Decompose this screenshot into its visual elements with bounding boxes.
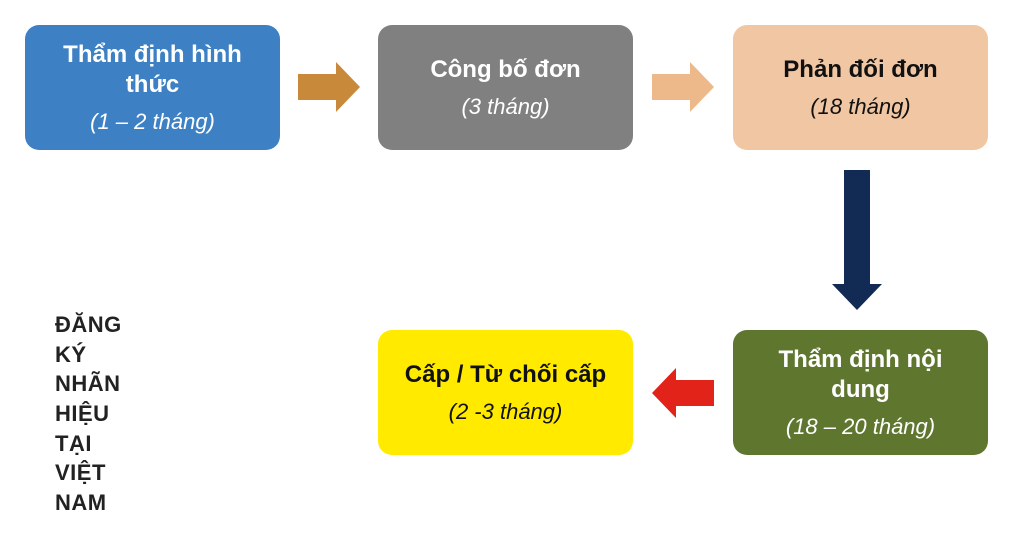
step-1-formal-examination: Thẩm định hình thức (1 – 2 tháng) xyxy=(25,25,280,150)
step-1-title: Thẩm định hình thức xyxy=(43,40,262,100)
step-1-duration: (1 – 2 tháng) xyxy=(90,108,215,136)
step-5-title: Cấp / Từ chối cấp xyxy=(405,360,606,390)
step-4-title: Thẩm định nội dung xyxy=(751,345,970,405)
arrow-step3-to-step4-icon xyxy=(832,170,882,310)
side-label-line: KÝ xyxy=(55,340,122,370)
step-2-duration: (3 tháng) xyxy=(461,93,549,121)
arrow-step1-to-step2-icon xyxy=(298,62,360,112)
arrow-step4-to-step5-icon xyxy=(652,368,714,418)
side-label-trademark-registration-vietnam: ĐĂNGKÝNHÃNHIỆUTẠIVIỆTNAM xyxy=(55,310,122,518)
side-label-line: HIỆU xyxy=(55,399,122,429)
step-4-duration: (18 – 20 tháng) xyxy=(786,413,935,441)
side-label-line: ĐĂNG xyxy=(55,310,122,340)
step-5-duration: (2 -3 tháng) xyxy=(449,398,563,426)
side-label-line: TẠI xyxy=(55,429,122,459)
side-label-line: NHÃN xyxy=(55,369,122,399)
side-label-line: NAM xyxy=(55,488,122,518)
step-2-title: Công bố đơn xyxy=(430,55,580,85)
step-5-grant-refuse: Cấp / Từ chối cấp (2 -3 tháng) xyxy=(378,330,633,455)
step-3-duration: (18 tháng) xyxy=(810,93,910,121)
side-label-line: VIỆT xyxy=(55,458,122,488)
step-3-opposition: Phản đối đơn (18 tháng) xyxy=(733,25,988,150)
step-4-substantive-examination: Thẩm định nội dung (18 – 20 tháng) xyxy=(733,330,988,455)
step-2-publication: Công bố đơn (3 tháng) xyxy=(378,25,633,150)
step-3-title: Phản đối đơn xyxy=(783,55,937,85)
arrow-step2-to-step3-icon xyxy=(652,62,714,112)
